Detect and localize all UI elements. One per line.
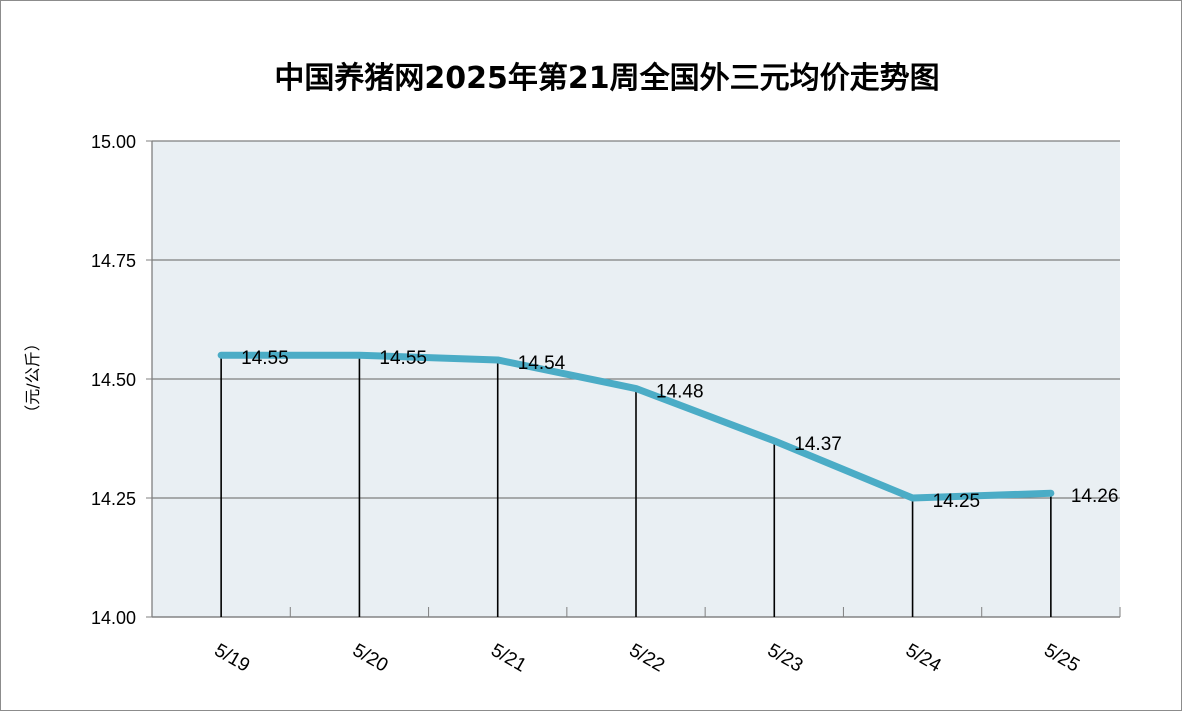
y-axis-label: （元/公斤） <box>23 335 42 420</box>
x-tick-label: 5/20 <box>349 640 392 677</box>
y-tick-label: 14.00 <box>91 608 136 628</box>
x-tick-label: 5/23 <box>764 640 807 677</box>
x-tick-label: 5/22 <box>625 640 668 677</box>
data-label: 14.25 <box>933 491 981 512</box>
data-label: 14.54 <box>518 353 566 374</box>
y-tick-label: 14.50 <box>91 370 136 390</box>
data-label: 14.26 <box>1071 486 1119 507</box>
y-tick-label: 15.00 <box>91 132 136 152</box>
x-tick-label: 5/21 <box>487 640 530 677</box>
x-tick-label: 5/24 <box>902 640 945 677</box>
data-label: 14.37 <box>794 434 842 455</box>
chart-title: 中国养猪网2025年第21周全国外三元均价走势图 <box>274 61 939 96</box>
data-label: 14.55 <box>241 348 289 369</box>
y-tick-label: 14.75 <box>91 251 136 271</box>
series-line <box>217 351 1055 502</box>
y-tick-label: 14.25 <box>91 489 136 509</box>
x-tick-label: 5/25 <box>1040 640 1083 677</box>
data-label: 14.48 <box>656 382 704 403</box>
data-label: 14.55 <box>379 348 427 369</box>
x-tick-label: 5/19 <box>211 640 254 677</box>
